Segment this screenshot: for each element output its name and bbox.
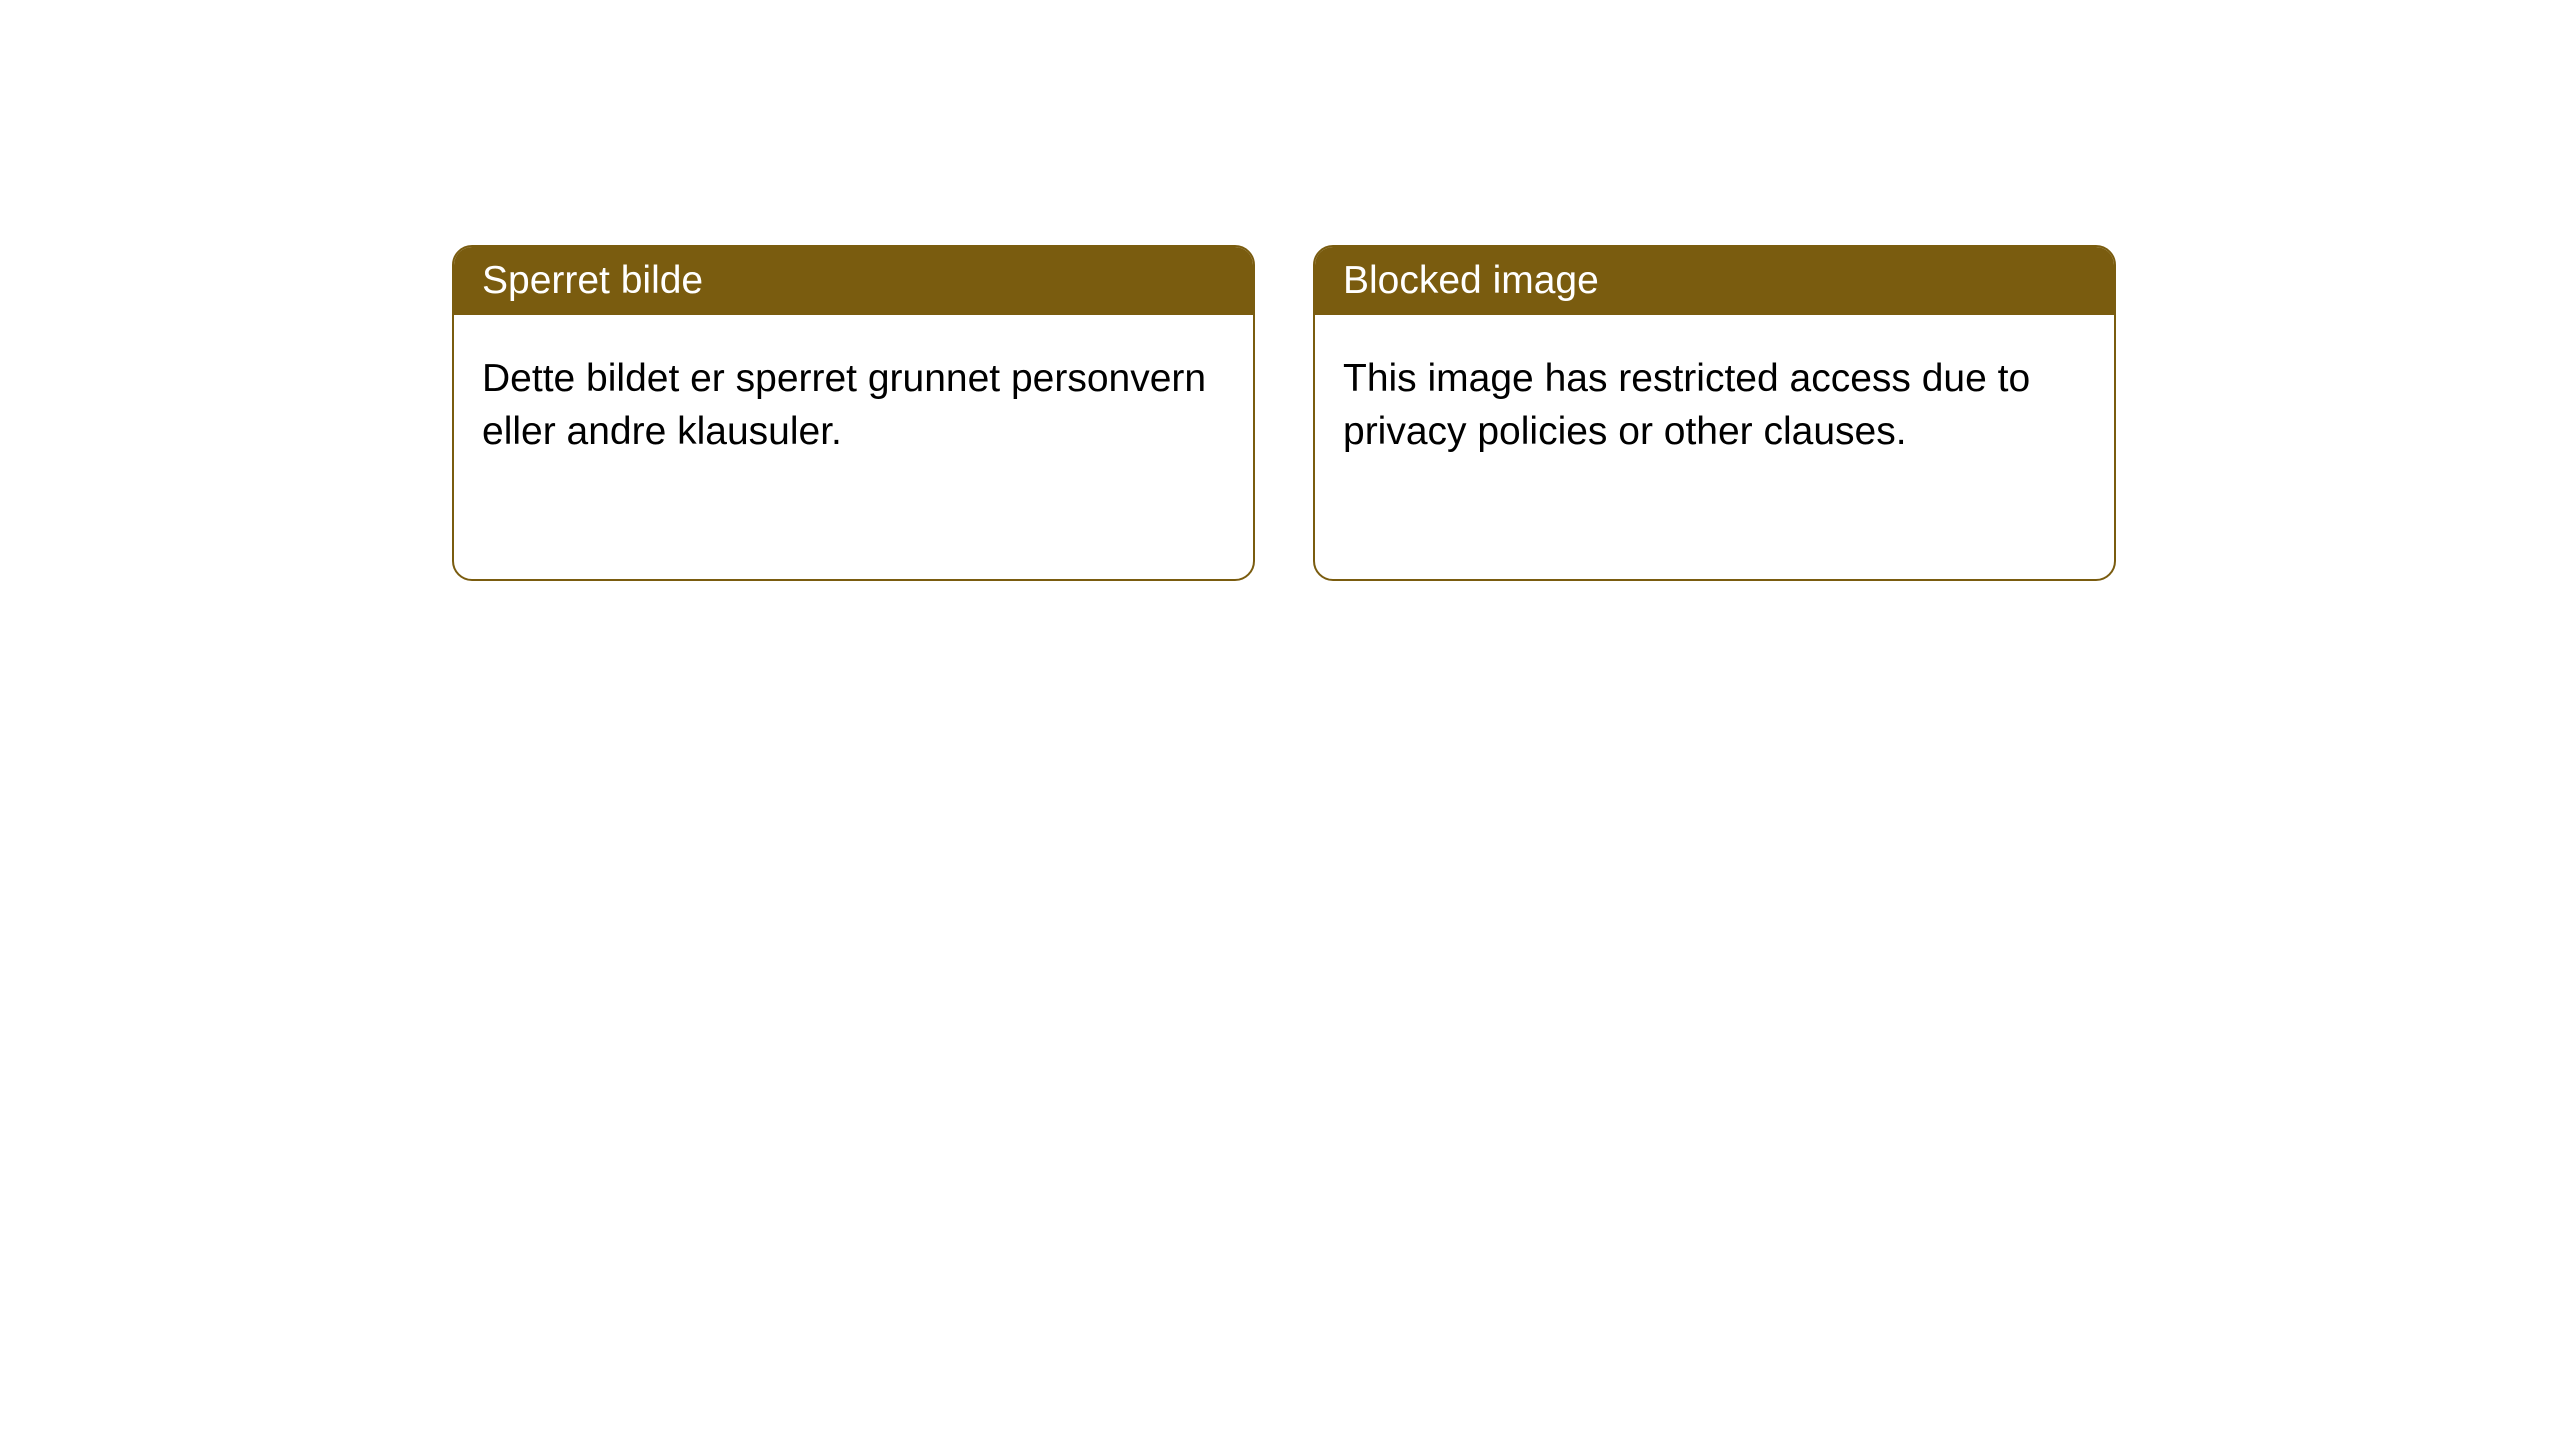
notice-message: Dette bildet er sperret grunnet personve… xyxy=(482,357,1206,453)
notice-message: This image has restricted access due to … xyxy=(1343,357,2030,453)
notice-body: This image has restricted access due to … xyxy=(1315,315,2114,496)
notice-container: Sperret bilde Dette bildet er sperret gr… xyxy=(0,0,2560,581)
notice-title: Sperret bilde xyxy=(482,259,703,302)
notice-title: Blocked image xyxy=(1343,259,1599,302)
notice-header: Sperret bilde xyxy=(454,247,1253,315)
notice-body: Dette bildet er sperret grunnet personve… xyxy=(454,315,1253,496)
notice-header: Blocked image xyxy=(1315,247,2114,315)
notice-card-english: Blocked image This image has restricted … xyxy=(1313,245,2116,581)
notice-card-norwegian: Sperret bilde Dette bildet er sperret gr… xyxy=(452,245,1255,581)
